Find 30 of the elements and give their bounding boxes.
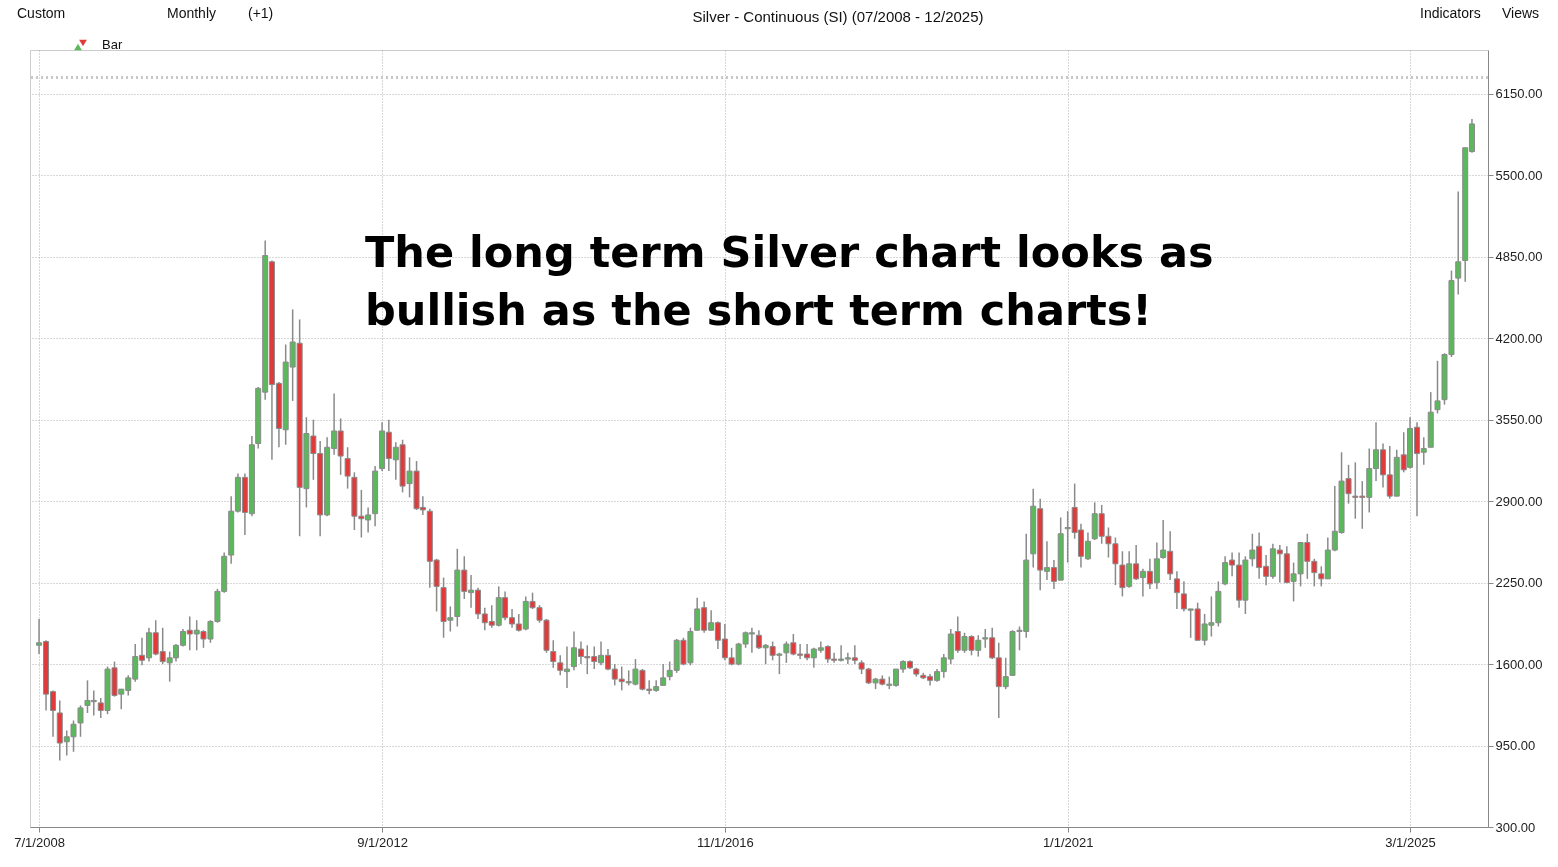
y-tick-label: 300.00 [1495, 819, 1536, 835]
candlestick [660, 663, 667, 687]
candlestick [1455, 190, 1462, 296]
y-tick-label: 2900.00 [1495, 493, 1543, 509]
candlestick [344, 446, 351, 490]
candlestick [550, 639, 557, 669]
text: Indicators [1420, 5, 1481, 21]
text: (+1) [248, 5, 274, 21]
x-tick-label: 3/1/2025 [1385, 834, 1436, 850]
text: Custom [17, 5, 66, 21]
y-tick-label: 1600.00 [1495, 656, 1543, 672]
x-tick-label: 7/1/2008 [14, 834, 65, 850]
y-tick-label: 950.00 [1495, 738, 1536, 754]
text: Monthly [167, 5, 217, 21]
y-tick-label: 4200.00 [1495, 330, 1543, 346]
candlestick [1173, 570, 1180, 610]
chart-title: Silver - Continuous (SI) (07/2008 - 12/2025) [692, 8, 984, 25]
y-tick-label: 4850.00 [1495, 249, 1543, 265]
x-tick-label: 1/1/2021 [1042, 834, 1094, 850]
x-tick-label: 11/1/2016 [696, 834, 754, 850]
x-tick-label: 9/1/2012 [357, 834, 408, 850]
y-tick-label: 6150.00 [1495, 86, 1543, 102]
text: Views [1502, 5, 1540, 21]
y-tick-label: 2250.00 [1495, 575, 1543, 591]
y-tick-label: 5500.00 [1495, 167, 1543, 183]
annotation: The long term Silver chart looks as bullish as the short term charts! [365, 227, 1214, 335]
y-tick-label: 3550.00 [1495, 412, 1543, 428]
candlestick [77, 704, 84, 738]
candlestick [1434, 360, 1441, 415]
legend-label: Bar [102, 37, 123, 52]
